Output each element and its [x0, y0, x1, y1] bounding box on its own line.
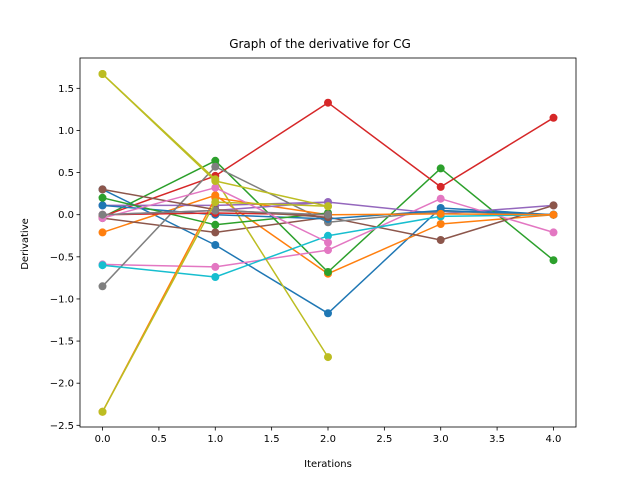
- data-point: [211, 156, 220, 165]
- data-point: [436, 236, 445, 244]
- data-point: [324, 202, 332, 211]
- series-20: [98, 70, 332, 211]
- x-tick-label: 2.5: [376, 434, 392, 445]
- data-point: [549, 113, 558, 122]
- data-point: [211, 241, 220, 249]
- y-tick-label: 0.0: [58, 210, 74, 221]
- data-point: [98, 228, 107, 237]
- data-point: [211, 198, 220, 207]
- data-point: [211, 262, 220, 271]
- data-point: [324, 231, 332, 240]
- data-point: [436, 164, 445, 173]
- data-point: [549, 210, 558, 219]
- data-point: [436, 220, 445, 228]
- y-tick-label: 1.5: [58, 84, 74, 95]
- x-tick-label: 0.0: [95, 434, 111, 445]
- x-tick-label: 2.0: [320, 434, 336, 445]
- y-axis-label: Derivative: [20, 218, 31, 270]
- data-point: [324, 268, 332, 276]
- data-point: [324, 353, 332, 362]
- data-point: [436, 182, 445, 191]
- x-tick-label: 3.5: [489, 434, 505, 445]
- series-13: [98, 193, 332, 229]
- x-tick-label: 1.0: [207, 434, 223, 445]
- data-point: [324, 238, 332, 247]
- data-point: [324, 246, 332, 255]
- data-point: [98, 201, 107, 210]
- data-point: [98, 282, 107, 291]
- y-tick-label: −2.5: [50, 421, 74, 432]
- series-7: [98, 194, 558, 271]
- series-layer: [98, 70, 558, 416]
- data-point: [98, 70, 107, 78]
- y-tick-label: −1.5: [50, 337, 74, 348]
- data-point: [549, 201, 558, 210]
- data-point: [211, 228, 220, 237]
- data-point: [324, 98, 332, 107]
- data-point: [98, 261, 107, 270]
- data-point: [436, 209, 445, 218]
- data-point: [549, 228, 558, 237]
- data-point: [98, 407, 107, 416]
- y-tick-label: −0.5: [50, 252, 74, 263]
- data-point: [98, 185, 107, 194]
- data-point: [324, 309, 332, 318]
- data-point: [549, 256, 558, 265]
- x-tick-label: 1.5: [264, 434, 280, 445]
- data-point: [211, 183, 220, 192]
- y-tick-label: 0.5: [58, 168, 74, 179]
- data-point: [98, 193, 107, 202]
- data-point: [211, 220, 220, 229]
- data-point: [98, 210, 107, 219]
- x-tick-label: 0.5: [151, 434, 167, 445]
- data-point: [211, 273, 220, 281]
- chart-title: Graph of the derivative for CG: [229, 37, 411, 51]
- y-tick-label: −1.0: [50, 294, 74, 305]
- x-axis-label: Iterations: [304, 459, 352, 470]
- data-point: [211, 177, 220, 185]
- data-point: [436, 194, 445, 203]
- x-axis-ticks: 0.0 0.5 1.0 1.5 2.0 2.5 3.0 3.5 4.0: [95, 427, 562, 445]
- y-axis-ticks: −2.5 −2.0 −1.5 −1.0 −0.5 0.0 0.5 1.0 1.5: [50, 84, 80, 432]
- data-point: [211, 162, 220, 171]
- y-tick-label: 1.0: [58, 126, 74, 137]
- x-tick-label: 3.0: [433, 434, 449, 445]
- x-tick-label: 4.0: [546, 434, 562, 445]
- data-point: [211, 206, 220, 215]
- data-point: [324, 210, 332, 219]
- series-18: [98, 206, 332, 219]
- y-tick-label: −2.0: [50, 379, 74, 390]
